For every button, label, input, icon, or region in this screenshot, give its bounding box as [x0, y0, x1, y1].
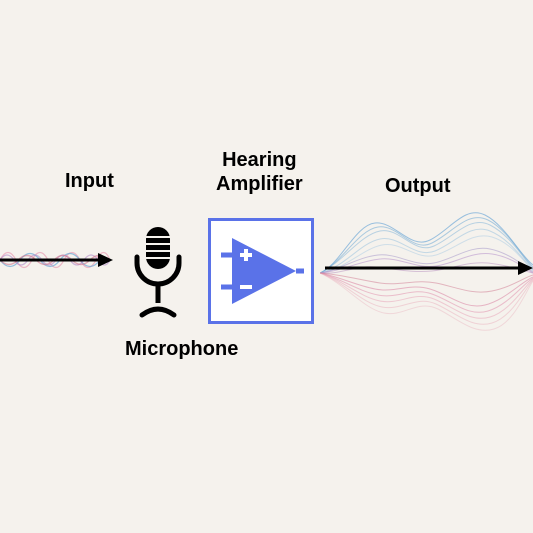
amplifier-label-line2: Amplifier [216, 173, 303, 195]
amplifier-box [208, 218, 314, 324]
opamp-icon [218, 228, 304, 314]
input-label: Input [65, 170, 114, 193]
input-arrow [0, 252, 115, 268]
output-arrow [325, 260, 533, 276]
amplifier-label: Hearing Amplifier [216, 148, 303, 196]
amplifier-label-line1: Hearing [222, 149, 296, 171]
microphone-label: Microphone [125, 338, 238, 361]
microphone-icon [128, 225, 188, 320]
